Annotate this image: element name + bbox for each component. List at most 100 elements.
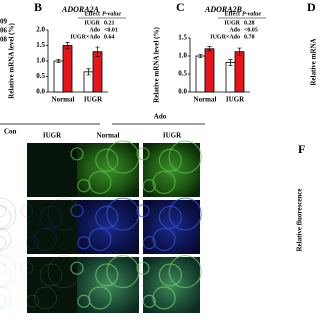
y-tick-label: 0.0 xyxy=(36,88,45,96)
y-tick-label: 0.0 xyxy=(178,88,187,96)
y-tick-label: 1.5 xyxy=(36,41,45,49)
tissue-ring xyxy=(26,236,39,249)
micro-tile xyxy=(143,257,200,313)
micro-tile xyxy=(27,200,77,254)
fragment: 09 xyxy=(0,18,8,26)
tissue-ring xyxy=(95,263,119,287)
tissue-ring xyxy=(0,294,7,308)
tissue-ring xyxy=(0,255,17,288)
tissue-ring xyxy=(152,170,176,195)
tissue-ring xyxy=(34,286,57,310)
tissue-ring xyxy=(136,261,150,275)
group-label: Ado xyxy=(154,113,167,121)
chart-title: ADORA2A xyxy=(61,5,100,14)
error-bar xyxy=(95,46,100,57)
micro-tile xyxy=(27,257,77,313)
tissue-ring xyxy=(136,147,150,161)
tissue-ring xyxy=(168,254,202,289)
tissue-ring xyxy=(0,206,12,229)
tissue-ring xyxy=(95,205,119,229)
group-label: Con xyxy=(4,128,17,136)
y-axis-label: Relative mRNA level (%) xyxy=(153,27,161,103)
tissue-ring xyxy=(106,140,140,174)
tissue-ring xyxy=(26,294,39,308)
tissue-ring xyxy=(70,261,84,275)
bar xyxy=(195,55,206,93)
tissue-ring xyxy=(39,206,63,229)
table-cell: 0.28 xyxy=(244,20,255,26)
tissue-ring xyxy=(142,179,156,193)
bar xyxy=(234,51,245,93)
tissue-ring xyxy=(136,204,150,218)
x-tick-label: IUGR xyxy=(84,96,103,104)
tissue-ring xyxy=(142,294,156,308)
panel-letter: D xyxy=(307,0,316,14)
tissue-ring xyxy=(106,197,140,231)
tissue-ring xyxy=(152,227,176,252)
error-bar xyxy=(198,54,203,58)
table-cell: IUGR×Ado xyxy=(210,34,240,40)
table-cell: 0.64 xyxy=(104,34,115,40)
micro-tile xyxy=(143,200,200,254)
table-header: P-value xyxy=(102,11,121,17)
tissue-ring xyxy=(152,286,176,310)
bar xyxy=(53,60,64,93)
y-tick-label: 1.0 xyxy=(36,57,45,65)
tissue-ring xyxy=(39,263,63,287)
tissue-ring xyxy=(20,261,34,275)
table-cell: <0.01 xyxy=(104,27,118,33)
table-header: Effect xyxy=(85,11,100,17)
y-tick-label: 1.0 xyxy=(178,52,187,60)
error-bar xyxy=(207,46,212,52)
table-cell: IUGR×Ado xyxy=(70,34,100,40)
column-label: IUGR xyxy=(163,132,182,140)
table-cell: Ado xyxy=(229,27,240,33)
tissue-ring xyxy=(95,148,119,172)
error-bar xyxy=(86,68,91,76)
table-cell: IUGR xyxy=(84,20,100,26)
y-tick-label: 1.5 xyxy=(178,34,187,42)
tissue-ring xyxy=(77,179,91,193)
table-cell: <0.05 xyxy=(244,27,258,33)
tissue-ring xyxy=(0,263,12,287)
table-header: Effect xyxy=(225,11,240,17)
tissue-ring xyxy=(168,197,202,231)
fragment: 06 xyxy=(0,27,8,35)
tissue-ring xyxy=(70,147,84,161)
tissue-ring xyxy=(106,254,140,289)
chart-title: ADORA2B xyxy=(204,5,243,14)
tissue-ring xyxy=(34,228,57,251)
tissue-ring xyxy=(0,286,12,310)
tissue-ring xyxy=(0,197,17,231)
tissue-ring xyxy=(158,263,182,287)
tissue-ring xyxy=(0,204,7,218)
error-bar xyxy=(237,47,242,56)
y-tick-label: 0.5 xyxy=(36,72,45,80)
x-tick-label: IUGR xyxy=(226,96,245,104)
table-cell: Ado xyxy=(89,27,100,33)
tissue-ring xyxy=(158,148,182,172)
panel-letter: B xyxy=(34,0,42,14)
bar xyxy=(225,62,236,93)
side-label: Relative mRNA xyxy=(310,38,318,85)
error-bar xyxy=(65,42,70,49)
table-cell: IUGR xyxy=(224,20,240,26)
y-tick-label: 0.5 xyxy=(178,70,187,78)
tissue-ring xyxy=(0,236,7,249)
table-header: P-value xyxy=(242,11,261,17)
tissue-ring xyxy=(0,261,7,275)
table-cell: 0.70 xyxy=(244,34,255,40)
tissue-ring xyxy=(168,140,202,174)
bar xyxy=(92,51,103,93)
x-tick-label: Normal xyxy=(52,96,75,104)
tissue-ring xyxy=(77,236,91,250)
fragment: 08 xyxy=(0,36,8,44)
tissue-ring xyxy=(142,236,156,250)
bar xyxy=(62,45,73,93)
panel-letter: F xyxy=(298,142,305,156)
tissue-ring xyxy=(0,228,12,251)
y-tick-label: 2.0 xyxy=(36,26,45,34)
tissue-ring xyxy=(70,204,84,218)
micro-tile xyxy=(143,143,200,197)
